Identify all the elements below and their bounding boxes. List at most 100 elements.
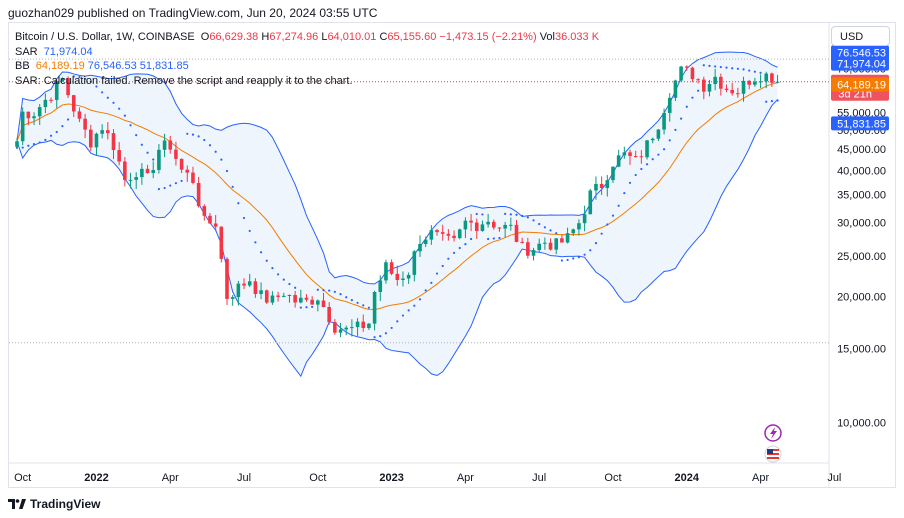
sar-dot bbox=[685, 105, 688, 108]
sar-dot bbox=[265, 259, 268, 262]
sar-dot bbox=[498, 236, 501, 240]
sar-dot bbox=[594, 241, 598, 245]
tradingview-footer: TradingView bbox=[8, 497, 100, 511]
sar-dot bbox=[231, 185, 234, 188]
candle-body bbox=[372, 291, 377, 324]
sar-dot bbox=[611, 214, 615, 217]
candle-body bbox=[724, 88, 729, 90]
symbol-name[interactable]: Bitcoin / U.S. Dollar, 1W, COINBASE bbox=[15, 31, 195, 43]
tradingview-brand: TradingView bbox=[30, 497, 101, 511]
candle-body bbox=[60, 78, 65, 82]
candle-body bbox=[162, 140, 167, 150]
candle-body bbox=[185, 169, 190, 173]
sar-dot bbox=[214, 150, 217, 153]
price-badge bbox=[831, 45, 889, 60]
time-tick-label: Jul bbox=[237, 472, 251, 484]
sar-dot bbox=[78, 76, 81, 79]
candle-body bbox=[355, 321, 360, 328]
candle-body bbox=[367, 323, 371, 329]
sar-dot bbox=[600, 232, 603, 235]
candle-body bbox=[259, 290, 263, 294]
candle-body bbox=[577, 223, 581, 230]
sar-dot bbox=[66, 118, 70, 121]
candle-body bbox=[702, 79, 706, 92]
price-badge bbox=[831, 77, 889, 92]
sar-dot bbox=[299, 306, 302, 309]
sar-dot bbox=[305, 306, 308, 309]
sar-dot bbox=[316, 288, 319, 291]
candle-body bbox=[741, 80, 746, 94]
lightning-icon[interactable] bbox=[764, 424, 782, 442]
bb-basis-line bbox=[16, 82, 778, 311]
sar-dot bbox=[146, 151, 149, 154]
sar-dot bbox=[538, 222, 541, 226]
sar-dot bbox=[662, 148, 666, 151]
sar-dot bbox=[640, 167, 643, 171]
candle-body bbox=[77, 111, 82, 119]
candle-body bbox=[599, 183, 604, 189]
sar-error-message: SAR: Calculation failed. Remove the scri… bbox=[15, 74, 353, 87]
sar-dot bbox=[44, 138, 47, 142]
chart-legend: Bitcoin / U.S. Dollar, 1W, COINBASE O66,… bbox=[15, 30, 599, 88]
sar-dot bbox=[169, 184, 172, 187]
sar-dot bbox=[396, 320, 399, 323]
candle-body bbox=[253, 281, 258, 294]
candle-body bbox=[537, 243, 541, 251]
candle-body bbox=[270, 295, 275, 303]
bb-row[interactable]: BB 64,189.19 76,546.53 51,831.85 bbox=[15, 59, 599, 74]
sar-dot bbox=[208, 144, 212, 147]
candle-body bbox=[293, 294, 297, 303]
bb-label: BB bbox=[15, 60, 30, 72]
sar-dot bbox=[441, 264, 444, 268]
sar-dot bbox=[328, 289, 331, 292]
candle-body bbox=[486, 221, 490, 225]
time-tick-label: 2022 bbox=[84, 472, 108, 484]
candle-body bbox=[299, 297, 303, 303]
sar-dot bbox=[589, 249, 592, 252]
time-tick-label: Apr bbox=[752, 472, 769, 484]
sar-dot bbox=[452, 251, 456, 254]
sar-dot bbox=[418, 298, 422, 301]
price-badge-countdown: 3d 21h bbox=[838, 89, 872, 101]
candle-body bbox=[673, 80, 678, 98]
sar-dot bbox=[714, 65, 717, 68]
sar-dot bbox=[180, 179, 183, 183]
candle-body bbox=[32, 116, 36, 119]
sar-row[interactable]: SAR 71,974.04 bbox=[15, 45, 599, 60]
candle-body bbox=[361, 321, 366, 329]
sar-dot bbox=[549, 229, 552, 232]
currency-button[interactable]: USD bbox=[831, 26, 890, 46]
sar-dot bbox=[345, 296, 348, 299]
sar-dot bbox=[702, 64, 705, 67]
candle-body bbox=[225, 258, 229, 299]
sar-dot bbox=[679, 117, 683, 120]
open-value: 66,629.38 bbox=[209, 31, 259, 43]
candle-body bbox=[435, 230, 439, 233]
candle-body bbox=[350, 327, 354, 329]
candle-body bbox=[15, 141, 19, 147]
us-flag-icon[interactable] bbox=[764, 445, 782, 463]
sar-dot bbox=[49, 134, 53, 137]
sar-dot bbox=[770, 100, 774, 103]
sar-dot bbox=[543, 226, 546, 229]
high-value: 67,274.96 bbox=[269, 31, 319, 43]
candle-body bbox=[605, 180, 610, 189]
sar-dot bbox=[504, 212, 507, 215]
bb-fill bbox=[17, 52, 778, 377]
candle-body bbox=[753, 81, 757, 85]
candle-body bbox=[457, 229, 462, 239]
candle-body bbox=[423, 239, 428, 244]
candle-body bbox=[758, 81, 763, 83]
sar-dot bbox=[555, 232, 558, 235]
chart-frame bbox=[8, 22, 896, 488]
sar-dot bbox=[566, 258, 569, 262]
sar-dot bbox=[407, 309, 410, 312]
sar-dot bbox=[163, 186, 166, 190]
candle-body bbox=[452, 235, 456, 239]
candle-body bbox=[764, 73, 769, 82]
candle-body bbox=[140, 168, 144, 178]
sar-dot bbox=[753, 70, 756, 73]
time-tick-label: Oct bbox=[14, 472, 31, 484]
candle-body bbox=[509, 224, 513, 226]
price-badge-label: 76,546.53 bbox=[837, 47, 886, 59]
